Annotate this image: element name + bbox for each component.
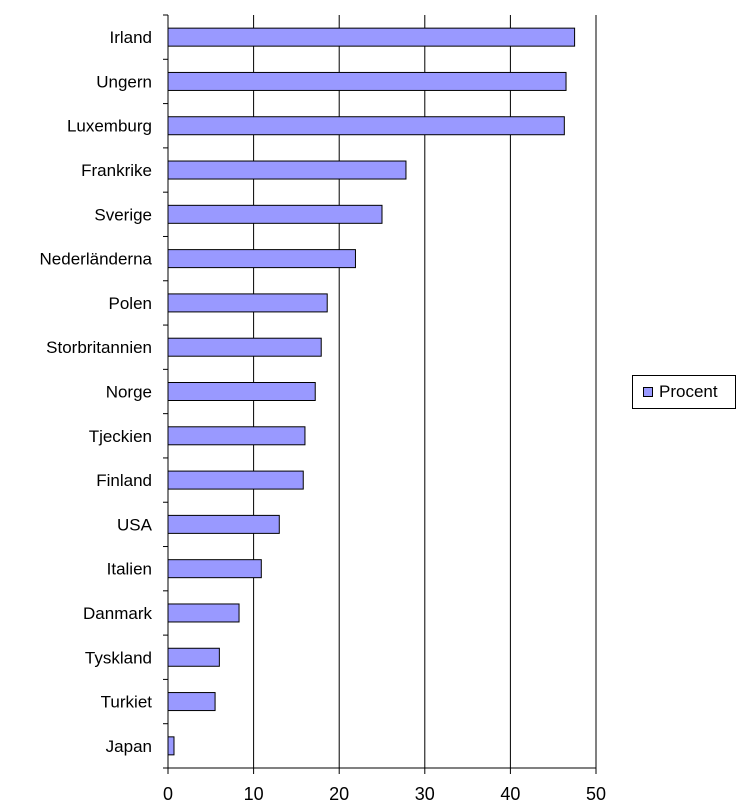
bar-tyskland: [167, 647, 220, 667]
x-tick-label: 30: [415, 784, 435, 804]
x-tick-label: 50: [586, 784, 606, 804]
bar-irland: [167, 27, 576, 47]
category-label: USA: [117, 515, 153, 534]
x-tick-label: 40: [500, 784, 520, 804]
bar-tjeckien: [167, 426, 306, 446]
x-tick-label: 20: [329, 784, 349, 804]
category-label: Tyskland: [85, 648, 152, 667]
legend-swatch: [643, 387, 653, 397]
x-tick-label: 10: [244, 784, 264, 804]
bar-luxemburg: [167, 116, 565, 136]
bar-italien: [167, 559, 262, 579]
category-label: Ungern: [96, 72, 152, 91]
bar-ungern: [167, 71, 567, 91]
legend: Procent: [632, 375, 736, 409]
bar-turkiet: [167, 692, 216, 712]
bar-usa: [167, 514, 280, 534]
bar-polen: [167, 293, 328, 313]
category-label: Tjeckien: [89, 427, 152, 446]
bar-storbritannien: [167, 337, 322, 357]
bar-sverige: [167, 204, 383, 224]
category-label: Turkiet: [101, 693, 153, 712]
bar-finland: [167, 470, 304, 490]
category-label: Japan: [106, 737, 152, 756]
category-label: Norge: [106, 383, 152, 402]
bar-japan: [167, 736, 175, 756]
bar-norge: [167, 382, 316, 401]
category-label: Frankrike: [81, 161, 152, 180]
x-tick-label: 0: [163, 784, 173, 804]
category-label: Danmark: [83, 604, 152, 623]
category-label: Nederländerna: [40, 250, 153, 269]
legend-label: Procent: [659, 382, 718, 401]
bar-nederländerna: [167, 249, 356, 269]
category-label: Luxemburg: [67, 117, 152, 136]
bar-danmark: [167, 603, 240, 623]
category-label: Sverige: [94, 205, 152, 224]
category-label: Italien: [107, 560, 152, 579]
category-label: Polen: [109, 294, 152, 313]
category-label: Finland: [96, 471, 152, 490]
category-label: Irland: [109, 28, 152, 47]
bar-frankrike: [167, 160, 407, 180]
category-label: Storbritannien: [46, 338, 152, 357]
